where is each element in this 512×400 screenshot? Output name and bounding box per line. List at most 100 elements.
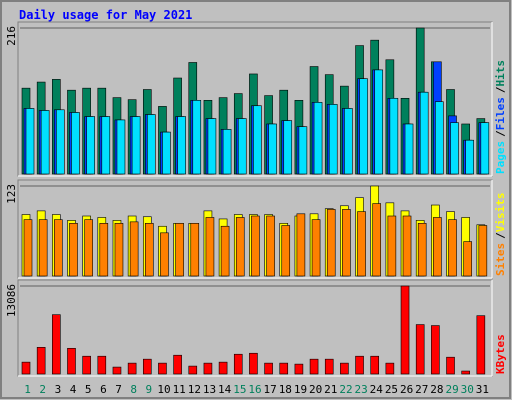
bar [298, 126, 308, 175]
bar [342, 209, 351, 277]
bar [54, 219, 63, 277]
bar [268, 123, 277, 175]
bar [266, 215, 275, 277]
bar [478, 225, 488, 277]
x-tick-label: 28 [430, 383, 443, 396]
legend-separator: / [494, 130, 507, 137]
y-tick-label: 216 [5, 26, 18, 46]
bar [71, 112, 80, 175]
x-tick-label: 21 [324, 383, 337, 396]
bar [112, 366, 122, 375]
bar [56, 109, 65, 175]
y-tick-label: 13086 [5, 284, 18, 317]
bar [21, 361, 31, 375]
bar [235, 217, 245, 277]
bar [158, 362, 167, 375]
x-tick-label: 10 [157, 383, 170, 396]
legend: KBytes [494, 334, 507, 374]
bar [357, 211, 366, 277]
x-tick-label: 3 [55, 383, 62, 396]
bar [249, 352, 258, 375]
bar [283, 120, 293, 175]
bar [463, 241, 472, 277]
bar [328, 104, 338, 175]
bar [251, 215, 260, 277]
bar [476, 315, 486, 375]
x-tick-label: 26 [400, 383, 413, 396]
bar [116, 119, 126, 175]
bar [344, 108, 353, 175]
x-tick-label: 30 [461, 383, 474, 396]
bar [237, 118, 247, 175]
x-tick-label: 6 [100, 383, 107, 396]
x-tick-label: 8 [130, 383, 137, 396]
x-tick-label: 9 [146, 383, 153, 396]
x-tick-label: 31 [476, 383, 489, 396]
bar [402, 215, 412, 277]
x-tick-label: 2 [39, 383, 46, 396]
legend: Sites /Visits [494, 193, 507, 277]
x-tick-label: 7 [115, 383, 122, 396]
bar [131, 116, 141, 175]
x-tick-label: 29 [445, 383, 458, 396]
bar [192, 100, 202, 175]
bar [218, 361, 228, 375]
bar [207, 118, 217, 175]
bar [296, 213, 306, 277]
bar [400, 285, 410, 375]
bar [67, 347, 76, 375]
chart-title: Daily usage for May 2021 [19, 8, 192, 22]
bar [309, 358, 319, 375]
bar [433, 217, 442, 277]
bar [25, 108, 35, 175]
bar [99, 223, 109, 277]
bar [233, 353, 243, 375]
legend-entry: Files [494, 97, 507, 130]
bar [23, 219, 33, 277]
bar [435, 101, 444, 175]
bar [415, 324, 425, 375]
bar [372, 203, 382, 277]
x-tick-label: 22 [339, 383, 352, 396]
bar [389, 97, 399, 175]
bar [127, 362, 137, 375]
bar [69, 223, 78, 277]
bar [40, 110, 50, 175]
x-tick-label: 19 [294, 383, 307, 396]
bar [431, 325, 440, 375]
bar [52, 314, 61, 375]
bar [461, 370, 470, 375]
bar [188, 365, 198, 375]
bar [446, 356, 455, 375]
bar [190, 223, 200, 277]
bar [359, 78, 368, 175]
x-tick-label: 23 [355, 383, 368, 396]
bar [146, 114, 156, 175]
bar [36, 347, 46, 375]
bar [311, 219, 321, 277]
bar [264, 362, 273, 375]
bar [480, 122, 490, 175]
bar [374, 69, 384, 175]
bar [355, 355, 364, 375]
bar [417, 223, 427, 277]
legend: Pages/Files/Hits [494, 60, 507, 174]
legend-separator: / [494, 86, 507, 93]
x-tick-label: 14 [218, 383, 232, 396]
x-tick-label: 11 [173, 383, 186, 396]
x-tick-label: 17 [264, 383, 277, 396]
bar [370, 355, 380, 375]
bar [326, 209, 336, 277]
legend-entry: Sites [494, 243, 507, 276]
legend-separator: / [494, 232, 507, 239]
bar [162, 131, 171, 175]
bar [177, 116, 186, 175]
y-tick-label: 123 [5, 184, 18, 204]
bar [340, 362, 349, 375]
x-tick-label: 18 [279, 383, 292, 396]
bar [173, 354, 182, 375]
bar [387, 215, 397, 277]
legend-entry: KBytes [494, 334, 507, 374]
